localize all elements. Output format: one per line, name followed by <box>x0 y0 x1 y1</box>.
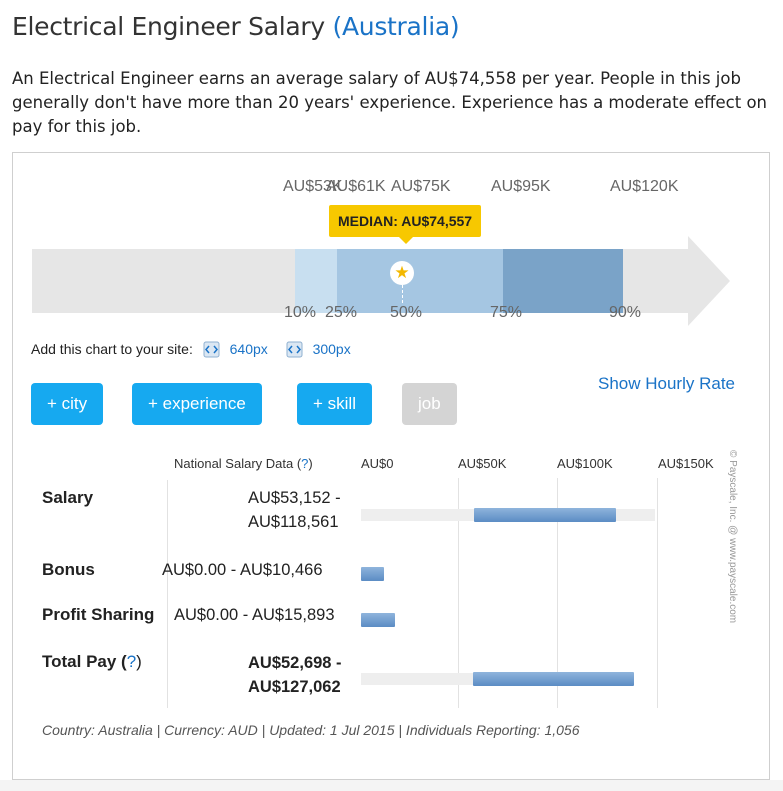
tick-top-p25: AU$61K <box>326 178 386 195</box>
bonus-bar <box>361 567 384 581</box>
embed-row: Add this chart to your site: 640px 300px <box>31 341 351 358</box>
embed-label: Add this chart to your site: <box>31 341 193 357</box>
code-embed-icon[interactable] <box>286 341 303 358</box>
tick-bottom-p10: 10% <box>284 304 317 321</box>
footer-meta: Country: Australia | Currency: AUD | Upd… <box>42 722 580 738</box>
intro-text: An Electrical Engineer earns an average … <box>12 69 767 136</box>
range-segment-75-90 <box>503 249 623 313</box>
help-link[interactable]: ? <box>301 456 309 471</box>
row-label-bonus: Bonus <box>42 560 95 579</box>
gridline-50k <box>458 478 459 708</box>
country-link[interactable]: (Australia) <box>332 12 460 41</box>
tick-top-p10: AU$53K <box>283 178 343 195</box>
tick-top-p75: AU$95K <box>491 178 551 195</box>
profit-sharing-range: AU$0.00 - AU$15,893 <box>174 606 335 624</box>
national-salary-header: National Salary Data (?) <box>174 456 313 471</box>
total-pay-bar <box>473 672 634 686</box>
bonus-range: AU$0.00 - AU$10,466 <box>162 561 323 579</box>
row-label-salary: Salary <box>42 488 94 507</box>
tick-bottom-p75: 75% <box>490 304 523 321</box>
header-close: ) <box>308 456 313 471</box>
tick-bottom-p50: 50% <box>390 304 423 321</box>
total-pay-label: Total Pay ( <box>42 652 127 671</box>
page-bottom-strip <box>0 780 783 791</box>
code-embed-icon[interactable] <box>203 341 220 358</box>
embed-640-link[interactable]: 640px <box>229 341 268 357</box>
salary-bar <box>474 508 616 522</box>
gridline-150k <box>657 478 658 708</box>
row-label-total-pay: Total Pay (?) <box>42 652 142 672</box>
payscale-credit: © Payscale, Inc. @ www.payscale.com <box>727 450 738 623</box>
page-title: Electrical Engineer Salary (Australia) <box>12 12 460 41</box>
gridline-100k <box>557 478 558 708</box>
add-experience-button[interactable]: + experience <box>132 383 262 425</box>
salary-range-line2: AU$118,561 <box>248 513 339 531</box>
profit-sharing-bar <box>361 613 395 627</box>
tick-bottom-p90: 90% <box>609 304 642 321</box>
total-pay-range-line1: AU$52,698 - <box>248 654 342 672</box>
header-label: National Salary Data ( <box>174 456 302 471</box>
add-city-button[interactable]: + city <box>31 383 104 425</box>
tick-top-p50: AU$75K <box>391 178 451 195</box>
scale-label-50k: AU$50K <box>458 456 507 471</box>
star-icon: ★ <box>390 261 414 285</box>
salary-range-line1: AU$53,152 - <box>248 489 341 507</box>
column-divider <box>167 480 168 708</box>
total-pay-close: ) <box>136 652 142 671</box>
scale-label-0: AU$0 <box>361 456 394 471</box>
job-button[interactable]: job <box>402 383 457 425</box>
median-tooltip: MEDIAN: AU$74,557 <box>329 205 482 244</box>
add-skill-button[interactable]: + skill <box>297 383 372 425</box>
median-line <box>402 285 403 303</box>
tick-top-p90: AU$120K <box>610 178 679 195</box>
range-segment-10-25 <box>295 249 337 313</box>
tick-bottom-p25: 25% <box>325 304 358 321</box>
title-text: Electrical Engineer Salary <box>12 12 325 41</box>
scale-label-150k: AU$150K <box>658 456 714 471</box>
scale-label-100k: AU$100K <box>557 456 613 471</box>
range-segment-25-75 <box>337 249 503 313</box>
show-hourly-rate-link[interactable]: Show Hourly Rate <box>598 374 736 393</box>
total-pay-help-link[interactable]: ? <box>126 652 137 671</box>
embed-300-link[interactable]: 300px <box>312 341 351 357</box>
total-pay-range-line2: AU$127,062 <box>248 678 341 696</box>
row-label-profit-sharing: Profit Sharing <box>42 605 155 624</box>
